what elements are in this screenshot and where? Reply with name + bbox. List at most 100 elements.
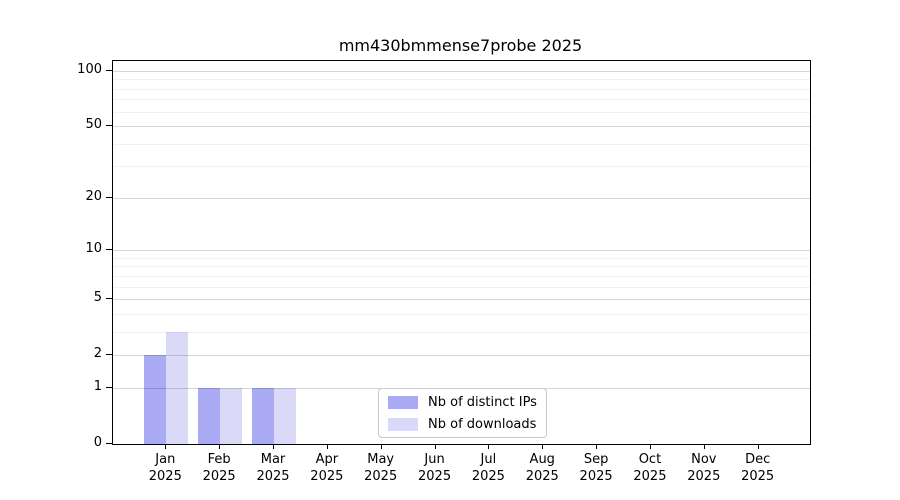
- major-gridline: [113, 355, 810, 357]
- month-label: Oct: [638, 452, 662, 467]
- year-label: 2025: [525, 469, 559, 484]
- year-label: 2025: [471, 469, 505, 484]
- minor-gridline: [113, 257, 810, 259]
- month-label: Dec: [745, 452, 771, 467]
- y-tick-label: 2: [93, 346, 102, 362]
- x-tick-label-apr: Apr 2025: [297, 451, 357, 485]
- month-label: Jan: [155, 452, 176, 467]
- minor-gridline: [113, 166, 810, 168]
- legend: Nb of distinct IPs Nb of downloads: [378, 388, 547, 438]
- year-label: 2025: [148, 469, 182, 484]
- y-tick-label: 5: [93, 290, 102, 306]
- y-tick-mark: [106, 249, 112, 251]
- x-tick-label-feb: Feb 2025: [189, 451, 249, 485]
- x-tick-label-jul: Jul 2025: [458, 451, 518, 485]
- month-label: Sep: [583, 452, 609, 467]
- x-tick-label-may: May 2025: [351, 451, 411, 485]
- legend-item-distinct-ips: Nb of distinct IPs: [379, 392, 546, 412]
- chart-title: mm430bmmense7probe 2025: [338, 36, 583, 55]
- y-tick-mark: [106, 196, 112, 198]
- year-label: 2025: [256, 469, 290, 484]
- y-tick-label: 50: [85, 117, 102, 133]
- y-tick-label: 20: [85, 188, 102, 204]
- year-label: 2025: [579, 469, 613, 484]
- minor-gridline: [113, 275, 810, 277]
- month-label: Apr: [315, 452, 339, 467]
- major-gridline: [113, 299, 810, 301]
- bar-nb-of-downloads-feb: [220, 387, 243, 444]
- x-tick-mark: [434, 444, 436, 449]
- x-tick-mark: [380, 444, 382, 449]
- x-tick-mark: [596, 444, 598, 449]
- bars-layer: [113, 61, 810, 444]
- year-label: 2025: [687, 469, 721, 484]
- month-label: Feb: [207, 452, 231, 467]
- year-label: 2025: [418, 469, 452, 484]
- x-tick-mark: [542, 444, 544, 449]
- y-tick-mark: [106, 354, 112, 356]
- x-tick-mark: [165, 444, 167, 449]
- major-gridline: [113, 126, 810, 128]
- x-tick-mark: [703, 444, 705, 449]
- minor-gridline: [113, 79, 810, 81]
- year-label: 2025: [741, 469, 775, 484]
- x-tick-mark: [488, 444, 490, 449]
- y-tick-label: 10: [85, 241, 102, 257]
- minor-gridline: [113, 99, 810, 101]
- x-tick-mark: [649, 444, 651, 449]
- major-gridline: [113, 250, 810, 252]
- legend-item-downloads: Nb of downloads: [379, 414, 546, 434]
- x-tick-label-jan: Jan 2025: [135, 451, 195, 485]
- x-tick-label-oct: Oct 2025: [620, 451, 680, 485]
- x-tick-mark: [326, 444, 328, 449]
- month-label: Jun: [424, 452, 445, 467]
- x-tick-label-nov: Nov 2025: [674, 451, 734, 485]
- month-label: May: [367, 452, 395, 467]
- downloads-label: Nb of downloads: [428, 416, 537, 432]
- distinct-ips-label: Nb of distinct IPs: [428, 394, 537, 410]
- minor-gridline: [113, 286, 810, 288]
- y-tick-label: 100: [77, 62, 102, 77]
- minor-gridline: [113, 331, 810, 333]
- x-tick-label-jun: Jun 2025: [405, 451, 465, 485]
- bar-nb-of-distinct-ips-feb: [198, 387, 221, 444]
- plot-area: [112, 60, 811, 445]
- x-tick-mark: [757, 444, 759, 449]
- distinct-ips-swatch: [388, 395, 418, 409]
- minor-gridline: [113, 88, 810, 90]
- month-label: Mar: [260, 452, 286, 467]
- minor-gridline: [113, 266, 810, 268]
- y-tick-label: 1: [93, 378, 102, 394]
- bar-nb-of-distinct-ips-jan: [144, 355, 167, 444]
- minor-gridline: [113, 143, 810, 145]
- x-tick-label-mar: Mar 2025: [243, 451, 303, 485]
- y-tick-mark: [106, 386, 112, 388]
- downloads-swatch: [388, 417, 418, 431]
- bar-nb-of-downloads-mar: [274, 387, 296, 444]
- year-label: 2025: [202, 469, 236, 484]
- minor-gridline: [113, 111, 810, 113]
- month-label: Aug: [529, 452, 555, 467]
- minor-gridline: [113, 313, 810, 315]
- month-label: Jul: [480, 452, 497, 467]
- bar-nb-of-downloads-jan: [166, 331, 189, 444]
- year-label: 2025: [310, 469, 344, 484]
- y-tick-mark: [106, 298, 112, 300]
- x-tick-label-dec: Dec 2025: [728, 451, 788, 485]
- y-tick-label: 0: [93, 435, 102, 450]
- x-tick-mark: [219, 444, 221, 449]
- x-tick-label-aug: Aug 2025: [512, 451, 572, 485]
- y-tick-mark: [106, 125, 112, 127]
- x-tick-label-sep: Sep 2025: [566, 451, 626, 485]
- y-tick-mark: [106, 443, 112, 444]
- x-tick-mark: [273, 444, 274, 449]
- major-gridline: [113, 71, 810, 72]
- year-label: 2025: [364, 469, 398, 484]
- year-label: 2025: [633, 469, 667, 484]
- major-gridline: [113, 197, 810, 199]
- bar-nb-of-distinct-ips-mar: [252, 387, 274, 444]
- month-label: Nov: [691, 452, 717, 467]
- y-tick-mark: [106, 70, 112, 71]
